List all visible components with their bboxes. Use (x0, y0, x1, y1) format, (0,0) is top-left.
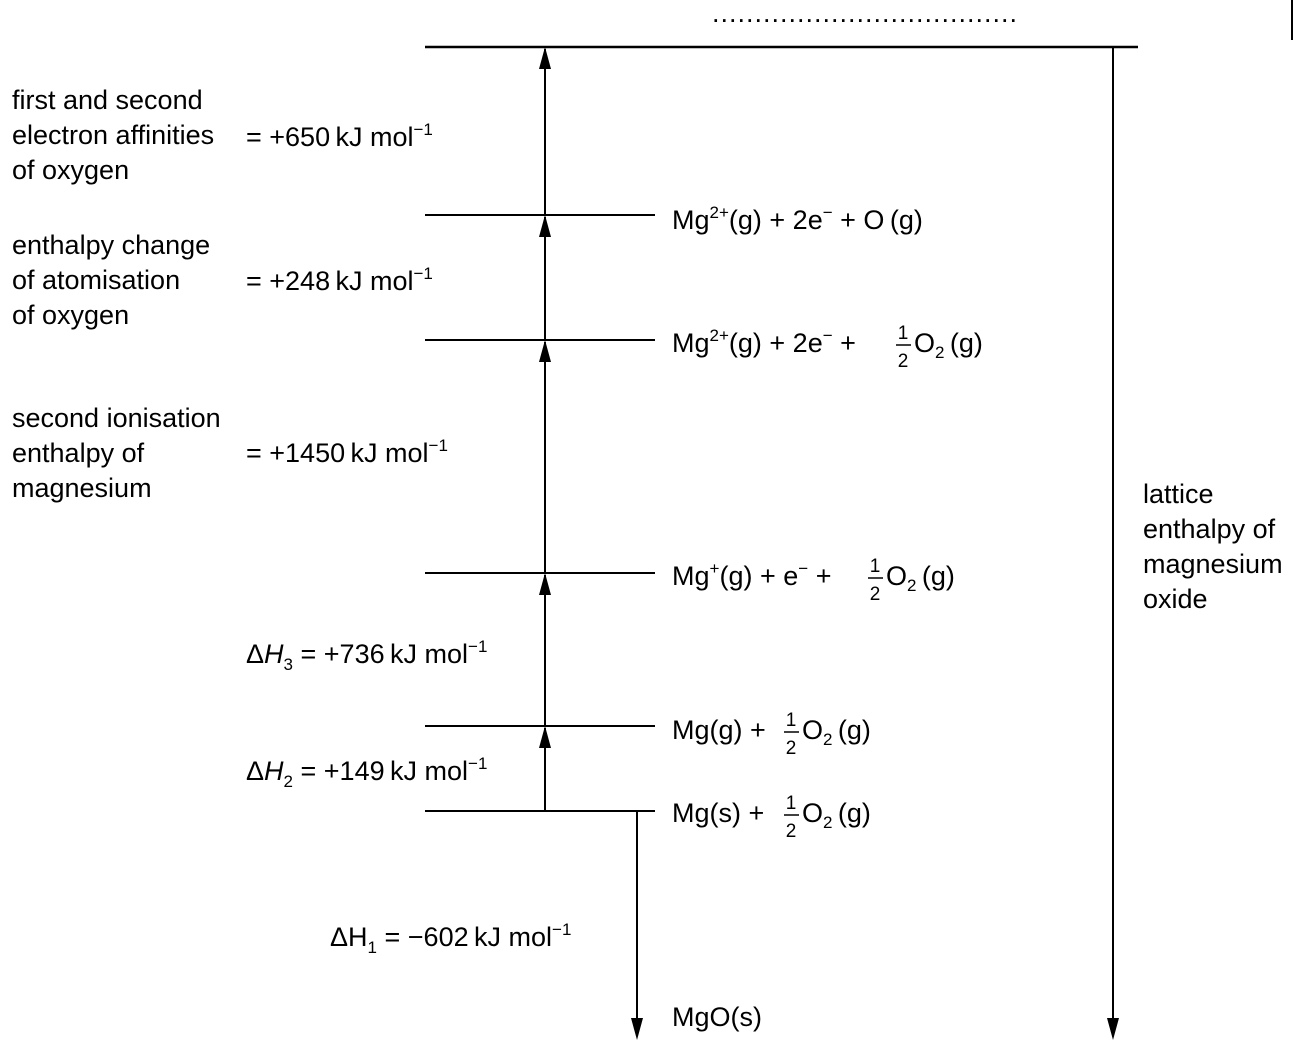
arrowhead-lattice (1107, 1018, 1119, 1040)
level-label-mg2-o-g: Mg2+(g) + 2e− + O (g) (672, 203, 923, 235)
level-label-mg2-half-o2: Mg2+(g) + 2e− + (672, 326, 856, 358)
atomisation-value: = +248 kJ mol−1 (246, 264, 433, 296)
fraction-denominator: 2 (898, 351, 909, 372)
fraction-numerator: 1 (786, 793, 797, 814)
fraction-denominator: 2 (786, 821, 797, 842)
fraction-numerator: 1 (898, 323, 909, 344)
atomisation-description: enthalpy change of atomisation of oxygen (12, 230, 218, 330)
electron-affinity-value: = +650 kJ mol−1 (246, 120, 433, 152)
arrowhead-second-ionisation (539, 340, 551, 362)
level-label-mg-g-o2: O2 (g) (802, 715, 871, 749)
level-label-mgo-s: MgO(s) (672, 1002, 762, 1032)
fraction-denominator: 2 (870, 584, 881, 605)
dh3-label: ΔH3 = +736 kJ mol−1 (246, 637, 487, 674)
arrowhead-dh2 (539, 726, 551, 748)
level-label-mg-g: Mg(g) + (672, 715, 766, 745)
level-label-mg-s-o2: O2 (g) (802, 798, 871, 832)
arrowhead-dh1 (631, 1018, 643, 1040)
fraction-numerator: 1 (786, 710, 797, 731)
arrowhead-dh3 (539, 573, 551, 595)
fraction-denominator: 2 (786, 738, 797, 759)
arrowhead-electron-affinity (539, 47, 551, 69)
dh2-label: ΔH2 = +149 kJ mol−1 (246, 754, 487, 791)
level-label-mg2-half-o2-o2: O2 (g) (914, 328, 983, 362)
arrowhead-atomisation (539, 215, 551, 237)
second-ionisation-description: second ionisation enthalpy of magnesium (12, 403, 228, 503)
dh1-label: ΔH1 = −602 kJ mol−1 (330, 920, 571, 957)
lattice-enthalpy-label: lattice enthalpy of magnesium oxide (1143, 479, 1290, 614)
level-label-mg1-half-o2-o2: O2 (g) (886, 561, 955, 595)
answer-dotted-line[interactable]: .................................... (712, 0, 1018, 28)
electron-affinity-description: first and second electron affinities of … (12, 85, 222, 185)
fraction-numerator: 1 (870, 556, 881, 577)
level-label-mg1-half-o2: Mg+(g) + e− + (672, 559, 831, 591)
second-ionisation-value: = +1450 kJ mol−1 (246, 436, 448, 468)
level-label-mg-s: Mg(s) + (672, 798, 764, 828)
